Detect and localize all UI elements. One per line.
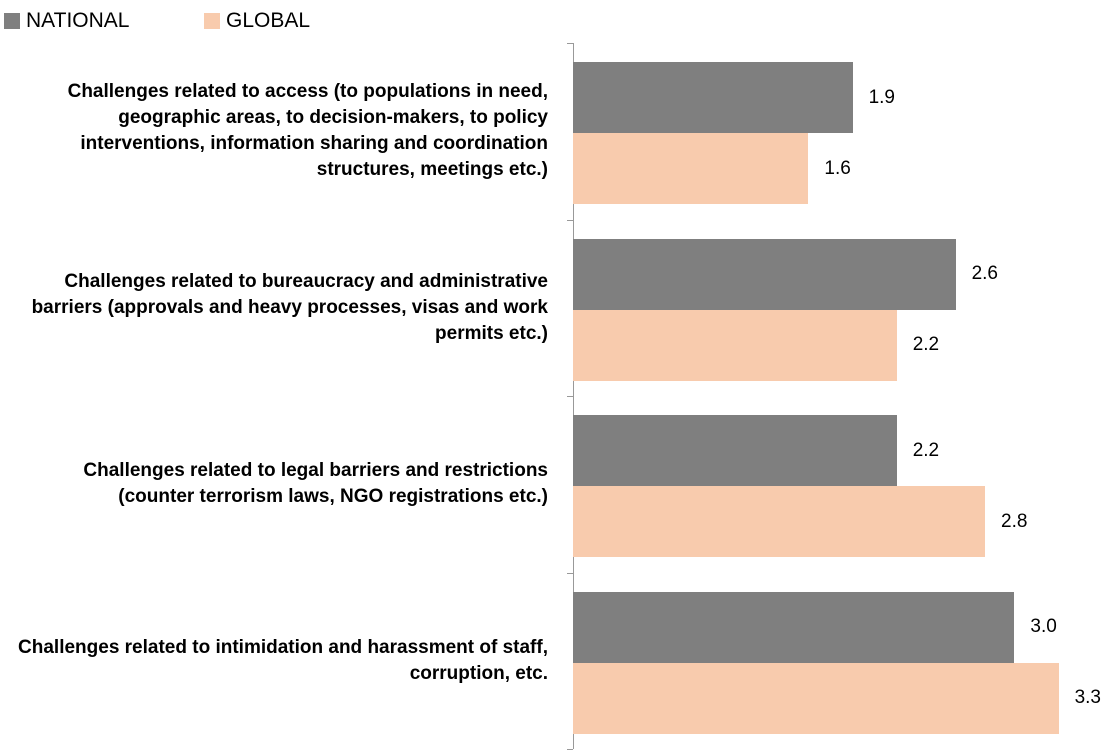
axis-tick	[567, 572, 573, 574]
bar	[573, 591, 1015, 663]
value-label: 1.9	[868, 86, 895, 108]
axis-tick	[567, 43, 573, 44]
bar	[573, 133, 809, 204]
legend-swatch	[4, 13, 20, 29]
category-label: Challenges related to legal barriers and…	[83, 460, 548, 508]
bar	[573, 309, 897, 381]
bar	[573, 415, 897, 486]
value-label: 2.6	[971, 263, 998, 284]
category-label: Challenges related to access (to populat…	[67, 81, 548, 181]
bar	[573, 486, 985, 557]
value-label: 2.8	[1001, 510, 1028, 532]
legend-label: GLOBAL	[226, 9, 311, 32]
value-label: 3.0	[1030, 616, 1057, 637]
category-label: Challenges related to intimidation and h…	[18, 636, 548, 684]
axis-tick	[567, 396, 573, 397]
bar	[573, 238, 956, 310]
legend-label: NATIONAL	[26, 9, 130, 32]
category-label: Challenges related to bureaucracy and ad…	[31, 270, 548, 344]
bar	[573, 662, 1059, 734]
value-label: 2.2	[912, 439, 940, 461]
bar	[573, 62, 853, 133]
value-label: 3.3	[1074, 687, 1101, 708]
legend-swatch	[204, 13, 220, 29]
value-label: 2.2	[912, 334, 940, 355]
axis-tick	[567, 219, 573, 221]
axis-line	[573, 43, 574, 749]
value-label: 1.6	[824, 157, 851, 179]
